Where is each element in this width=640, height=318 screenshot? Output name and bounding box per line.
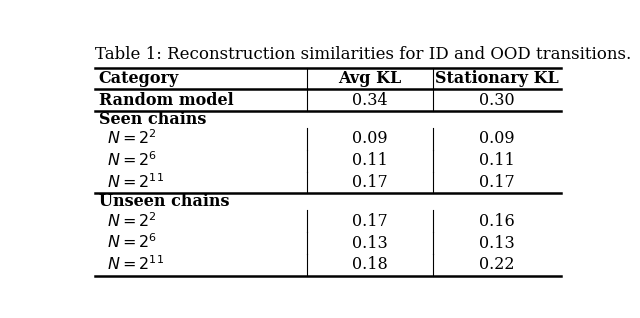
Text: Seen chains: Seen chains: [99, 111, 206, 128]
Text: Table 1: Reconstruction similarities for ID and OOD transitions.: Table 1: Reconstruction similarities for…: [95, 45, 631, 63]
Text: Random model: Random model: [99, 92, 234, 109]
Text: 0.09: 0.09: [352, 130, 388, 148]
Text: $N = 2^{2}$: $N = 2^{2}$: [108, 130, 157, 148]
Text: $N = 2^{2}$: $N = 2^{2}$: [108, 212, 157, 231]
Text: 0.30: 0.30: [479, 92, 515, 109]
Text: 0.13: 0.13: [479, 235, 515, 252]
Text: Unseen chains: Unseen chains: [99, 193, 229, 211]
Text: $N = 2^{6}$: $N = 2^{6}$: [108, 234, 157, 252]
Text: $N = 2^{6}$: $N = 2^{6}$: [108, 151, 157, 170]
Text: 0.34: 0.34: [352, 92, 388, 109]
Text: 0.09: 0.09: [479, 130, 515, 148]
Text: 0.16: 0.16: [479, 213, 515, 230]
Text: 0.11: 0.11: [479, 152, 515, 169]
Text: 0.17: 0.17: [352, 213, 388, 230]
Text: 0.18: 0.18: [352, 256, 388, 273]
Text: 0.17: 0.17: [352, 174, 388, 191]
Text: Category: Category: [99, 70, 179, 87]
Text: 0.11: 0.11: [352, 152, 388, 169]
Text: 0.22: 0.22: [479, 256, 515, 273]
Text: $N = 2^{11}$: $N = 2^{11}$: [108, 173, 164, 192]
Text: Avg KL: Avg KL: [339, 70, 401, 87]
Text: Stationary KL: Stationary KL: [435, 70, 559, 87]
Text: $N = 2^{11}$: $N = 2^{11}$: [108, 255, 164, 274]
Text: 0.17: 0.17: [479, 174, 515, 191]
Text: 0.13: 0.13: [352, 235, 388, 252]
